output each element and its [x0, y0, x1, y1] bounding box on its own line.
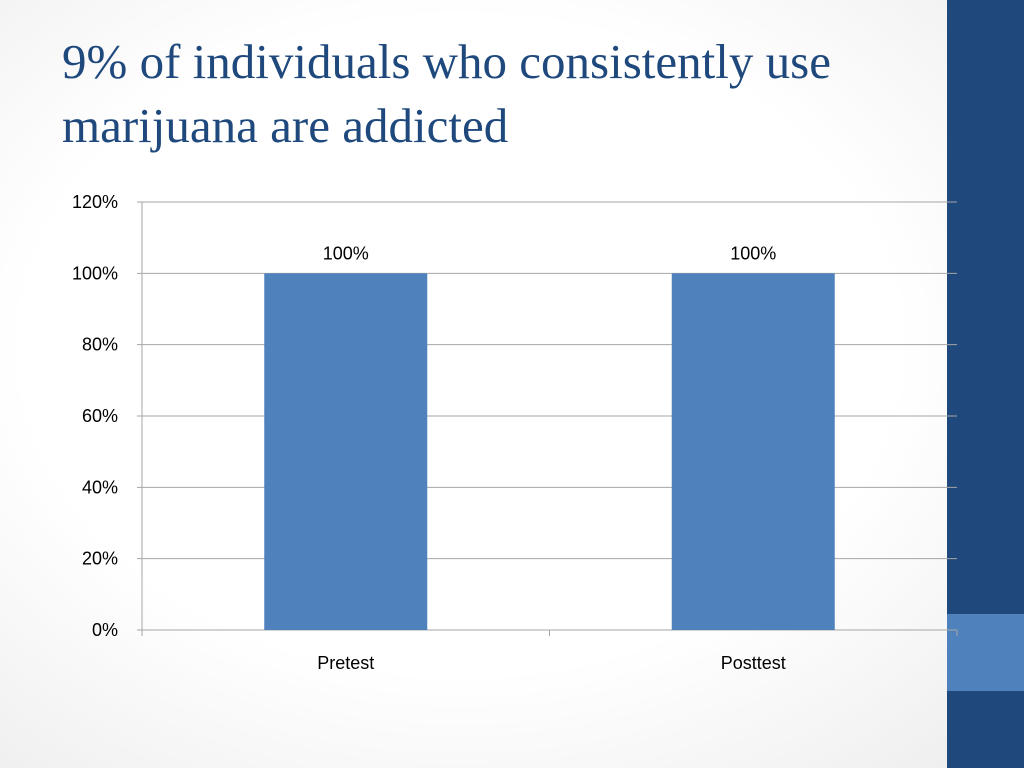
y-tick-label: 100%: [72, 263, 118, 283]
bar-posttest: [671, 273, 835, 630]
y-tick-label: 60%: [82, 406, 118, 426]
x-category-label: Pretest: [317, 653, 374, 673]
y-tick-label: 80%: [82, 335, 118, 355]
y-tick-label: 0%: [92, 620, 118, 640]
bar-pretest: [264, 273, 428, 630]
data-label: 100%: [323, 243, 369, 263]
x-category-label: Posttest: [721, 653, 786, 673]
y-tick-label: 120%: [72, 192, 118, 212]
data-label: 100%: [730, 243, 776, 263]
bars: [264, 273, 835, 630]
slide-title: 9% of individuals who consistently use m…: [62, 34, 831, 153]
y-tick-label: 40%: [82, 477, 118, 497]
labels: 0% 20% 40% 60% 80% 100% 120% 100% Pretest 100% Pos…: [72, 192, 786, 673]
y-tick-label: 20%: [82, 549, 118, 569]
side-accent-block: [947, 614, 1024, 691]
